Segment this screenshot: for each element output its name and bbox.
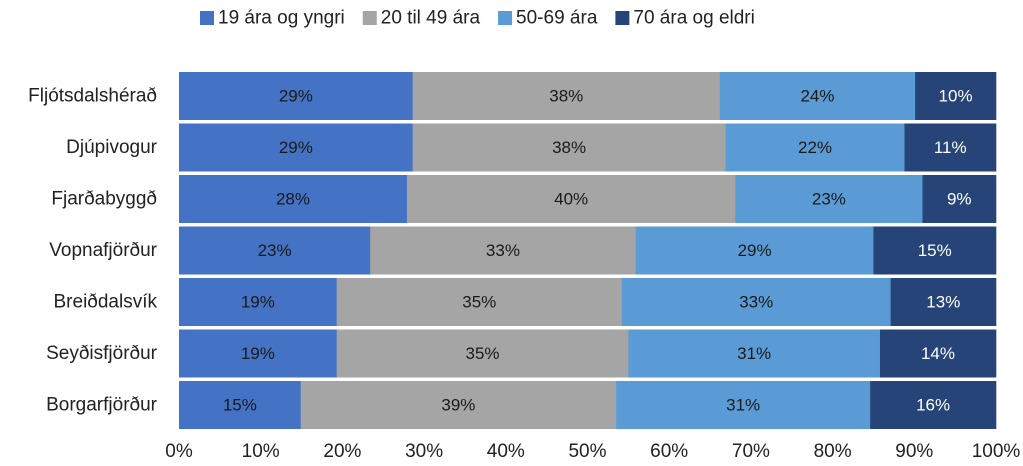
data-label-3-6: 31% bbox=[737, 344, 771, 363]
data-label-3-7: 31% bbox=[726, 396, 760, 415]
data-label-2-2: 38% bbox=[552, 138, 586, 157]
bar-segment-1-4 bbox=[179, 226, 371, 275]
data-label-1-1: 29% bbox=[279, 87, 313, 106]
bar-segment-2-1 bbox=[412, 72, 721, 120]
bar-segment-4-5 bbox=[890, 278, 997, 326]
data-label-1-5: 19% bbox=[241, 293, 275, 312]
bar-segment-4-3 bbox=[922, 175, 997, 223]
data-label-1-6: 19% bbox=[241, 344, 275, 363]
legend-label-2: 20 til 49 ára bbox=[381, 8, 481, 29]
category-label-3: Fjarðabyggð bbox=[51, 189, 157, 210]
x-tick-label-9: 80% bbox=[814, 441, 852, 462]
x-tick-label-1: 0% bbox=[165, 441, 193, 462]
bar-segment-1-1 bbox=[179, 72, 413, 120]
bar-segment-1-3 bbox=[179, 175, 408, 223]
x-tick-label-2: 10% bbox=[242, 441, 280, 462]
bar-segment-4-4 bbox=[873, 226, 997, 275]
bar-segment-3-4 bbox=[635, 226, 874, 275]
legend-swatch-1 bbox=[200, 11, 214, 25]
bar-segment-2-6 bbox=[336, 329, 629, 378]
bar-segment-2-4 bbox=[370, 226, 636, 275]
bar-segment-3-7 bbox=[616, 381, 871, 429]
bar-segment-2-3 bbox=[406, 175, 736, 223]
bar-segment-4-1 bbox=[915, 72, 997, 120]
x-tick-label-8: 70% bbox=[732, 441, 770, 462]
bar-segment-3-5 bbox=[621, 278, 891, 326]
category-label-5: Breiðdalsvík bbox=[54, 292, 158, 313]
data-label-2-6: 35% bbox=[466, 344, 500, 363]
data-label-1-3: 28% bbox=[276, 190, 310, 209]
category-label-4: Vopnafjörður bbox=[49, 240, 157, 261]
x-tick-label-6: 50% bbox=[568, 441, 606, 462]
category-label-1: Fljótsdalshérað bbox=[28, 86, 157, 107]
x-tick-label-3: 20% bbox=[323, 441, 361, 462]
legend-swatch-2 bbox=[362, 11, 377, 25]
data-label-4-7: 16% bbox=[916, 396, 950, 415]
data-label-4-6: 14% bbox=[921, 344, 955, 363]
x-tick-label-4: 30% bbox=[405, 441, 443, 462]
data-label-4-5: 13% bbox=[926, 293, 960, 312]
x-tick-label-11: 100% bbox=[972, 441, 1021, 462]
category-label-6: Seyðisfjörður bbox=[46, 343, 158, 364]
data-label-2-7: 39% bbox=[441, 396, 475, 415]
data-label-2-5: 35% bbox=[462, 293, 496, 312]
value-axis: 0% 10% 20% 30% 40% 50% 60% 70% 80% 90% 100% bbox=[165, 441, 1020, 462]
bar-segment-2-2 bbox=[412, 123, 726, 172]
category-label-2: Djúpivogur bbox=[66, 137, 157, 158]
bar-segment-1-6 bbox=[179, 329, 337, 378]
data-label-1-7: 15% bbox=[223, 396, 257, 415]
bar-segment-1-5 bbox=[179, 278, 337, 326]
bar-segment-4-6 bbox=[879, 329, 997, 378]
data-label-3-2: 22% bbox=[798, 138, 832, 157]
data-label-1-4: 23% bbox=[258, 241, 292, 260]
data-label-4-1: 10% bbox=[939, 87, 973, 106]
bar-segment-1-7 bbox=[179, 381, 302, 429]
data-label-4-4: 15% bbox=[918, 241, 952, 260]
x-tick-label-7: 60% bbox=[650, 441, 688, 462]
bar-segment-3-6 bbox=[628, 329, 881, 378]
data-label-2-1: 38% bbox=[549, 87, 583, 106]
bar-segment-4-7 bbox=[870, 381, 997, 429]
legend-label-3: 50-69 ára bbox=[516, 8, 598, 29]
bar-segment-3-3 bbox=[735, 175, 923, 223]
category-label-7: Borgarfjörður bbox=[46, 395, 158, 416]
data-label-2-4: 33% bbox=[486, 241, 520, 260]
bar-segment-2-5 bbox=[336, 278, 623, 326]
x-tick-label-10: 90% bbox=[895, 441, 933, 462]
bar-segment-4-2 bbox=[904, 123, 997, 172]
x-tick-label-5: 40% bbox=[487, 441, 525, 462]
legend-swatch-4 bbox=[615, 11, 630, 25]
data-label-4-3: 9% bbox=[947, 190, 972, 209]
bar-segment-3-2 bbox=[725, 123, 905, 172]
bar-segment-1-2 bbox=[179, 123, 413, 172]
data-label-3-4: 29% bbox=[738, 241, 772, 260]
category-axis: Fljótsdalshérað Djúpivogur Fjarðabyggð Vopn… bbox=[28, 86, 158, 416]
data-label-1-2: 29% bbox=[279, 138, 313, 157]
data-label-3-5: 33% bbox=[739, 293, 773, 312]
legend-label-4: 70 ára og eldri bbox=[633, 8, 754, 29]
data-label-4-2: 11% bbox=[934, 138, 967, 157]
plot-area: 29% 38% 24% 10% 29% 38% 22% 11% 28% 40% 23% 9% 23% 33… bbox=[179, 72, 997, 429]
legend: 19 ára og yngri 20 til 49 ára 50-69 ára 70 … bbox=[200, 8, 755, 29]
data-label-3-1: 24% bbox=[800, 87, 834, 106]
legend-swatch-3 bbox=[498, 11, 513, 25]
bar-segment-2-7 bbox=[300, 381, 617, 429]
bar-segment-3-1 bbox=[719, 72, 916, 120]
data-label-3-3: 23% bbox=[812, 190, 846, 209]
legend-label-1: 19 ára og yngri bbox=[218, 8, 345, 29]
data-label-2-3: 40% bbox=[554, 190, 588, 209]
